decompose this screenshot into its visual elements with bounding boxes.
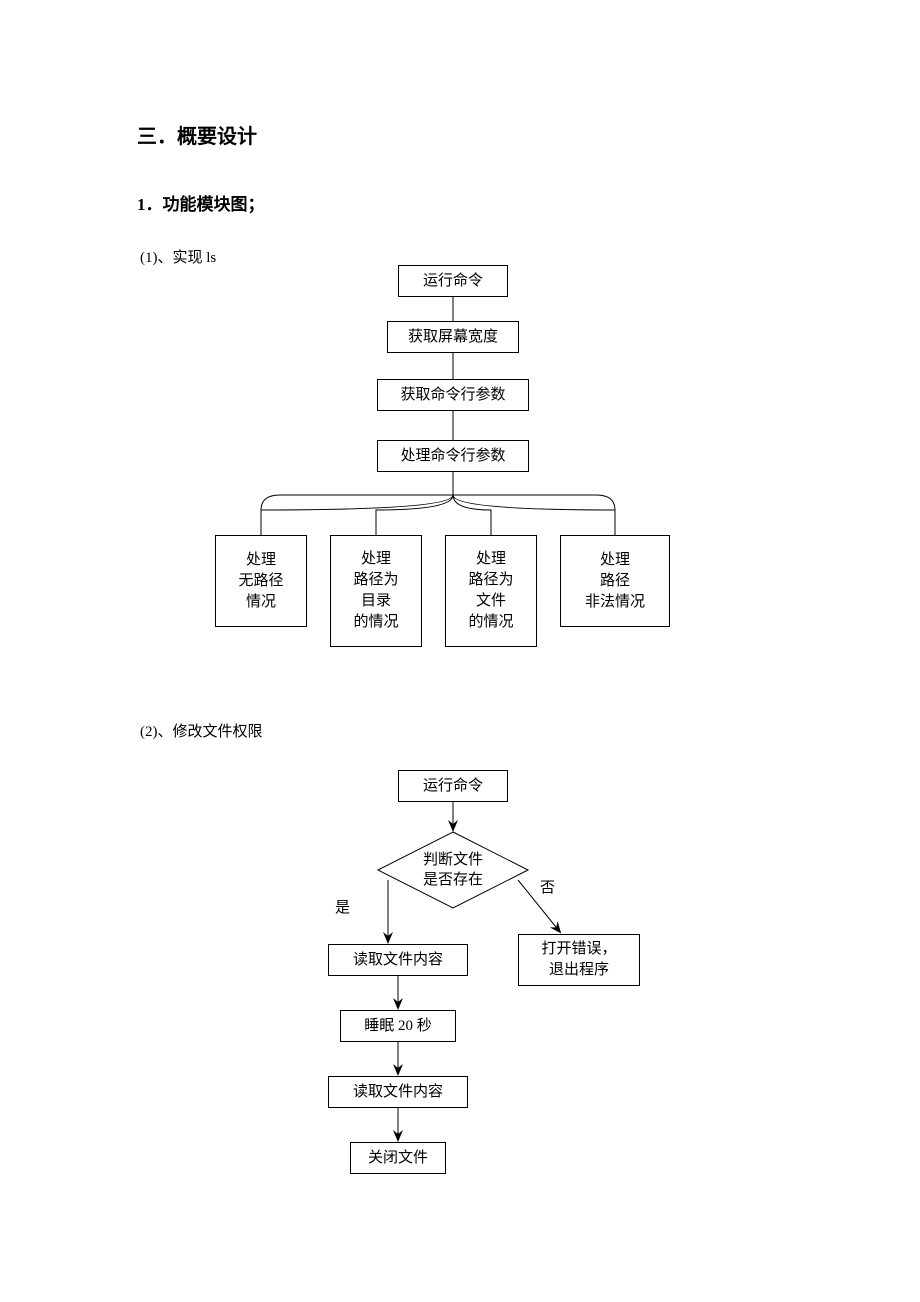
- fc2-label-yes: 是: [335, 896, 350, 917]
- subsection-heading: 1．功能模块图；: [137, 190, 265, 215]
- item-2-heading: (2)、修改文件权限: [140, 720, 263, 741]
- fc2-node-run: 运行命令: [398, 770, 508, 802]
- fc1-node-start: 运行命令: [398, 265, 508, 297]
- fc2-node-read1: 读取文件内容: [328, 944, 468, 976]
- fc2-node-error: 打开错误， 退出程序: [518, 934, 640, 986]
- fc1-node-getargs: 获取命令行参数: [377, 379, 529, 411]
- fc1-node-leaf1: 处理 无路径 情况: [215, 535, 307, 627]
- fc2-decide-line1: 判断文件: [423, 851, 483, 868]
- fc2-label-no: 否: [540, 876, 555, 897]
- fc2-decide-line2: 是否存在: [423, 871, 483, 888]
- fc1-node-leaf3: 处理 路径为 文件 的情况: [445, 535, 537, 647]
- fc1-node-leaf2: 处理 路径为 目录 的情况: [330, 535, 422, 647]
- fc2-node-read2: 读取文件内容: [328, 1076, 468, 1108]
- fc2-node-close: 关闭文件: [350, 1142, 446, 1174]
- item-1-heading: (1)、实现 ls: [140, 246, 216, 267]
- fc1-node-leaf4: 处理 路径 非法情况: [560, 535, 670, 627]
- fc2-node-sleep: 睡眠 20 秒: [340, 1010, 456, 1042]
- page: 三．概要设计 1．功能模块图； (1)、实现 ls 运行命令 获取屏幕宽度 获取…: [0, 0, 920, 1302]
- fc1-node-procargs: 处理命令行参数: [377, 440, 529, 472]
- section-heading: 三．概要设计: [137, 120, 257, 149]
- fc1-node-screen: 获取屏幕宽度: [387, 321, 519, 353]
